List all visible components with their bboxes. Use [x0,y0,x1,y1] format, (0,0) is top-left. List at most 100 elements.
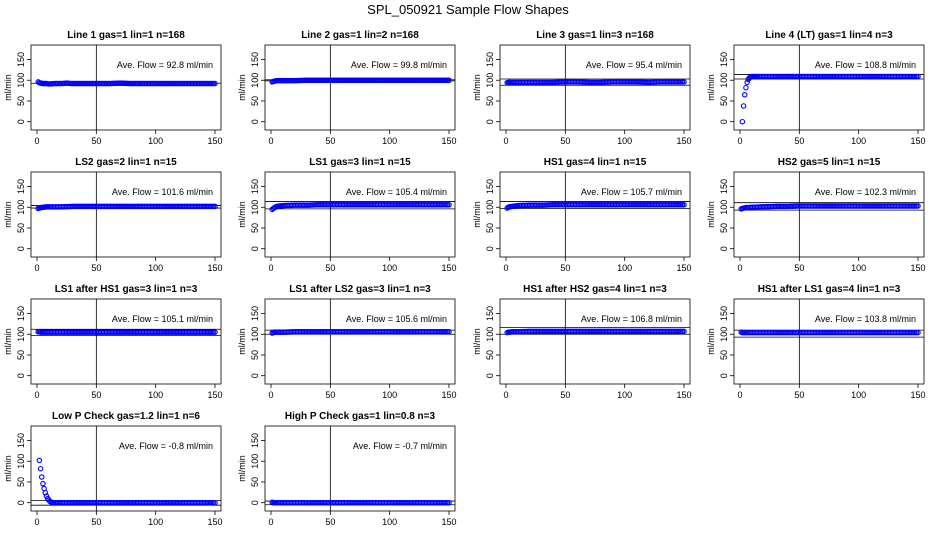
panel-9: LS1 after HS1 gas=3 lin=1 n=3 0 50 100 150 0 5… [3,284,223,400]
y-tick-label: 100 [485,327,495,342]
y-tick-label: 150 [719,179,729,194]
panel-title: Line 1 gas=1 lin=1 n=168 [67,30,185,41]
data-point [681,79,687,85]
data-point [37,465,44,472]
x-tick-label: 150 [910,136,925,146]
y-tick-label: 100 [250,454,260,469]
data-point [915,203,921,209]
panel-title: High P Check gas=1 lin=0.8 n=3 [285,411,436,422]
x-tick-label: 100 [148,263,163,273]
x-tick-label: 0 [34,517,39,527]
x-tick-label: 0 [268,136,273,146]
y-tick-label: 0 [250,119,260,124]
y-tick-label: 150 [250,306,260,321]
plot-frame [30,171,222,258]
average-flow-annotation: Ave. Flow = 101.6 ml/min [112,187,213,197]
x-tick-label: 100 [617,390,632,400]
data-point [42,490,49,496]
average-flow-annotation: Ave. Flow = 106.8 ml/min [581,314,682,324]
data-point [446,499,452,506]
data-point [739,118,746,125]
y-axis-label: ml/min [472,74,482,101]
x-tick-label: 50 [325,390,335,400]
x-tick-label: 0 [503,263,508,273]
y-tick-label: 150 [250,52,260,67]
average-flow-annotation: Ave. Flow = 99.8 ml/min [351,60,447,70]
y-tick-label: 150 [16,52,26,67]
x-tick-label: 150 [441,517,456,527]
y-axis-label: ml/min [706,74,716,101]
y-tick-label: 150 [719,306,729,321]
y-tick-label: 0 [719,119,729,124]
data-point [743,84,749,91]
x-tick-label: 0 [268,390,273,400]
average-flow-annotation: Ave. Flow = 105.1 ml/min [112,314,213,324]
y-tick-label: 100 [485,200,495,215]
y-tick-label: 50 [719,96,729,106]
y-tick-label: 150 [250,179,260,194]
x-tick-label: 0 [268,517,273,527]
x-tick-label: 50 [325,263,335,273]
x-tick-label: 50 [91,136,101,146]
x-tick-label: 100 [851,136,866,146]
plot-frame [733,298,925,385]
y-tick-label: 100 [16,200,26,215]
y-tick-label: 0 [485,373,495,378]
y-tick-label: 150 [16,433,26,448]
x-tick-label: 0 [268,263,273,273]
plot-frame [499,171,691,258]
data-point [915,73,921,80]
x-tick-label: 100 [617,136,632,146]
plot-frame [499,44,691,131]
y-tick-label: 50 [16,477,26,487]
plot-frame [30,298,222,385]
y-tick-label: 0 [485,246,495,251]
average-flow-annotation: Ave. Flow = 95.4 ml/min [586,60,682,70]
y-tick-label: 0 [16,500,26,505]
y-axis-label: ml/min [706,201,716,228]
y-tick-label: 0 [16,119,26,124]
average-flow-annotation: Ave. Flow = -0.7 ml/min [353,441,447,451]
y-tick-label: 50 [16,350,26,360]
x-tick-label: 150 [207,517,222,527]
x-tick-label: 150 [207,263,222,273]
x-tick-label: 0 [34,136,39,146]
y-axis-label: ml/min [237,201,247,228]
x-tick-label: 0 [503,390,508,400]
data-point [741,92,748,98]
panel-12: HS1 after LS1 gas=4 lin=1 n=3 0 50 100 150 0 5… [706,284,926,400]
y-tick-label: 150 [485,52,495,67]
y-axis-label: ml/min [237,455,247,482]
y-tick-label: 0 [250,246,260,251]
y-tick-label: 50 [250,96,260,106]
x-tick-label: 50 [560,263,570,273]
data-point [40,480,46,487]
panel-8: HS2 gas=5 lin=1 n=150 50 100 150050100150ml… [706,157,926,273]
panel-13: Low P Check gas=1.2 lin=1 n=6 0 50 100 150 0 5… [3,411,223,527]
x-tick-label: 50 [794,390,804,400]
y-tick-label: 100 [250,327,260,342]
average-flow-annotation: Ave. Flow = 92.8 ml/min [117,60,213,70]
panel-6: LS1 gas=3 lin=1 n=150 50 100 150050100150ml… [237,157,457,273]
panel-title: LS2 gas=2 lin=1 n=15 [75,157,177,168]
y-tick-label: 50 [250,350,260,360]
average-flow-annotation: Ave. Flow = 102.3 ml/min [815,187,916,197]
data-point [446,77,452,83]
x-tick-label: 100 [148,136,163,146]
y-tick-label: 150 [719,52,729,67]
data-point [915,329,921,336]
page-title: SPL_050921 Sample Flow Shapes [367,2,569,17]
y-tick-label: 0 [250,500,260,505]
data-point [36,457,43,464]
data-point [38,474,45,480]
y-tick-label: 100 [719,73,729,88]
x-tick-label: 150 [441,263,456,273]
y-axis-label: ml/min [472,328,482,355]
x-tick-label: 0 [34,390,39,400]
y-tick-label: 100 [485,73,495,88]
panel-1: Line 1 gas=1 lin=1 n=168 0 50 100 150 0 50 100 1… [3,30,223,146]
panel-title: LS1 after HS1 gas=3 lin=1 n=3 [55,284,198,295]
y-tick-label: 50 [16,223,26,233]
x-tick-label: 150 [207,136,222,146]
y-tick-label: 150 [485,179,495,194]
